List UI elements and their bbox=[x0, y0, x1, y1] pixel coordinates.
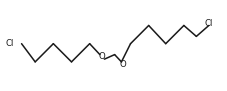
Text: O: O bbox=[99, 52, 105, 61]
Text: Cl: Cl bbox=[205, 19, 213, 28]
Text: Cl: Cl bbox=[5, 39, 14, 48]
Text: O: O bbox=[120, 60, 126, 69]
